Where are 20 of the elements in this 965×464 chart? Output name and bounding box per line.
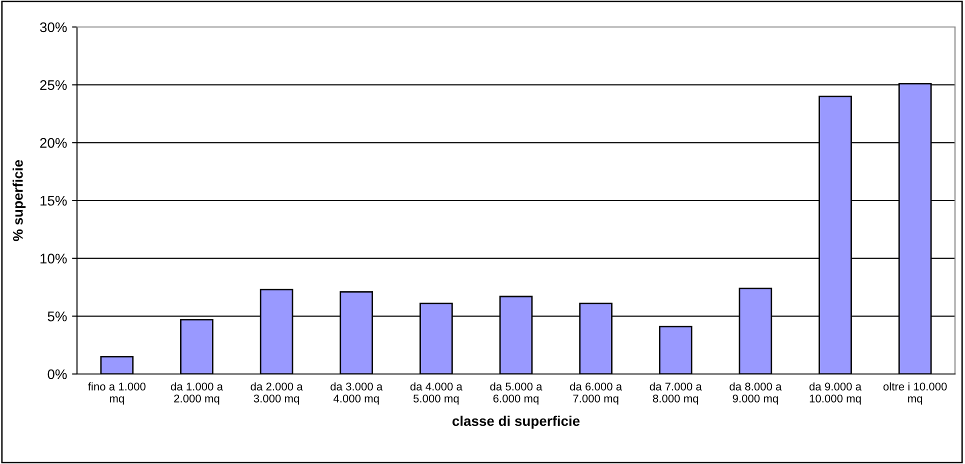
- y-axis-title: % superficie: [12, 160, 26, 242]
- x-tick-label: da 8.000 a 9.000 mq: [730, 382, 782, 405]
- y-tick-label: 0%: [48, 369, 67, 380]
- y-tick-label: 25%: [40, 80, 67, 90]
- x-tick-label: da 7.000 a 8.000 mq: [650, 382, 702, 405]
- x-axis-title: classe di superficie: [452, 416, 580, 429]
- y-tick-label: 20%: [40, 138, 67, 148]
- y-tick-label: 5%: [48, 312, 67, 322]
- y-tick-label: 10%: [40, 254, 67, 264]
- x-tick-label: da 1.000 a 2.000 mq: [170, 382, 223, 405]
- x-tick-label: oltre i 10.000 mq: [883, 382, 947, 405]
- x-tick-label: fino a 1.000 mq: [88, 382, 146, 405]
- x-tick-label: da 9.000 a 10.000 mq: [809, 382, 862, 405]
- y-tick-label: 15%: [40, 196, 67, 206]
- x-tick-label: da 5.000 a 6.000 mq: [490, 382, 542, 405]
- x-tick-label: da 4.000 a 5.000 mq: [410, 382, 462, 405]
- x-tick-label: da 2.000 a 3.000 mq: [250, 382, 303, 405]
- y-tick-label: 30%: [40, 22, 67, 32]
- x-tick-label: da 3.000 a 4.000 mq: [330, 382, 383, 405]
- x-tick-label: da 6.000 a 7.000 mq: [570, 382, 622, 405]
